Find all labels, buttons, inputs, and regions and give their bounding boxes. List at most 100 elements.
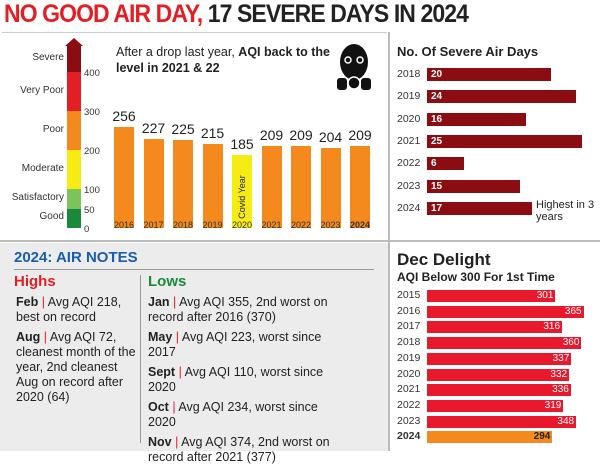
y-tick-label: 2023 [397,414,421,427]
annotation: Highest in 3 years [536,199,595,223]
covid-annotation: Covid Year [237,175,247,219]
bar-2016: 365 [427,305,584,318]
divider [14,269,374,270]
scale-label: Satisfactory [11,191,64,203]
data-label: 209 [348,126,372,143]
scale-band [67,208,81,228]
bar-2020: 332 [427,368,570,381]
scale-label: Moderate [21,162,64,174]
scale-label: Good [39,211,64,223]
y-tick-label: 2019 [397,351,421,364]
scale-tick: 100 [84,185,100,197]
note-month: May [148,330,173,344]
y-tick-label: 2019 [397,90,421,103]
bar-2019: 24 [427,90,576,104]
note-month: Aug [16,330,41,344]
highs-label: Highs [14,273,56,290]
bar-2023: 348 [427,415,577,428]
bar-2024: 17 [427,201,533,215]
note-text: Avg AQI 234, worst since 2020 [148,400,318,429]
page-title: NO GOOD AIR DAY, 17 SEVERE DAYS IN 2024 [4,0,469,28]
y-tick-label: 2023 [397,179,421,192]
bar-2023: 15 [427,179,520,193]
severe-days-title: No. Of Severe Air Days [397,44,539,59]
note-text: Avg AQI 72, cleanest month of the year, … [16,330,136,404]
note-text: Avg AQI 218, best on record [16,295,122,324]
data-label: 256 [112,108,136,125]
bar-2024: 294 [427,431,553,444]
aqi-panel [2,32,387,241]
data-label: 204 [318,128,343,145]
scale-tick: 200 [84,146,100,158]
note-month: Feb [16,295,39,309]
x-tick-label: 2022 [290,220,312,230]
data-label: 215 [200,124,225,141]
x-tick-label: 2018 [172,220,194,230]
scale-label: Very Poor [20,84,64,96]
dec-subtitle: AQI Below 300 For 1st Time [397,270,555,284]
bar-2017 [143,138,164,228]
separator: | [175,365,185,379]
y-tick-label: 2018 [397,68,421,80]
y-tick-label: 2020 [397,112,421,125]
data-label: 209 [289,126,313,143]
bar-2024 [350,145,370,228]
y-tick-label: 2024 [397,430,421,443]
chart-title: After a drop last year, AQI back to the … [116,45,330,75]
bar-2018 [173,139,193,228]
bar-2021: 336 [427,384,571,397]
x-tick-label: 2023 [320,220,341,230]
separator: | [171,435,182,449]
scale-band [67,189,81,209]
note-item: Nov | Avg AQI 374, 2nd worst on record a… [148,435,348,465]
divider [140,275,141,443]
separator: | [169,295,180,309]
bar-2019 [202,143,223,228]
scale-label: Severe [32,51,64,63]
bar-2015: 301 [427,290,556,302]
x-tick-label: 2020 [231,220,253,230]
divider [390,240,600,242]
y-tick-label: 2017 [397,320,421,333]
note-item: Jan | Avg AQI 355, 2nd worst on record a… [148,295,348,325]
y-tick-label: 2018 [397,336,421,349]
scale-tick: 50 [84,204,95,216]
scale-tick: 300 [84,107,100,119]
note-month: Oct [148,400,169,414]
y-tick-label: 2022 [397,398,421,411]
bar-2022 [291,145,311,228]
divider [0,240,390,242]
note-text: Avg AQI 223, worst since 2017 [148,330,322,359]
bar-2022: 6 [427,157,465,171]
x-tick-label: 2024 [349,220,371,230]
bar-2016 [114,127,134,228]
bar-2020 [232,155,252,228]
x-tick-label: 2017 [143,220,164,230]
lows-label: Lows [148,273,187,290]
x-tick-label: 2019 [202,220,223,230]
y-tick-label: 2024 [397,201,421,214]
bar-2021 [261,145,282,228]
bar-2022: 319 [427,399,564,412]
scale-band [67,111,81,151]
y-tick-label: 2020 [397,367,421,380]
y-tick-label: 2016 [397,304,421,317]
notes-title: 2024: AIR NOTES [14,249,138,266]
note-month: Jan [148,295,170,309]
scale-tick: 400 [84,68,100,80]
gas-mask-icon [337,44,371,90]
data-label: 209 [259,126,284,143]
scale-tick: 0 [84,224,90,235]
data-label: 185 [230,136,254,153]
separator: | [172,330,182,344]
note-item: Aug | Avg AQI 72, cleanest month of the … [16,330,136,405]
air-notes-panel: 2024: AIR NOTES Highs Lows Feb | Avg AQI… [0,243,388,464]
data-label: 227 [141,119,166,136]
y-tick-label: 2021 [397,134,421,147]
bar-2017: 316 [427,321,563,334]
note-text: Avg AQI 110, worst since 2020 [148,365,324,394]
y-tick-label: 2021 [397,383,421,396]
x-tick-label: 2021 [261,220,282,230]
x-tick-label: 2016 [113,220,135,230]
dec-title: Dec Delight [397,250,491,269]
